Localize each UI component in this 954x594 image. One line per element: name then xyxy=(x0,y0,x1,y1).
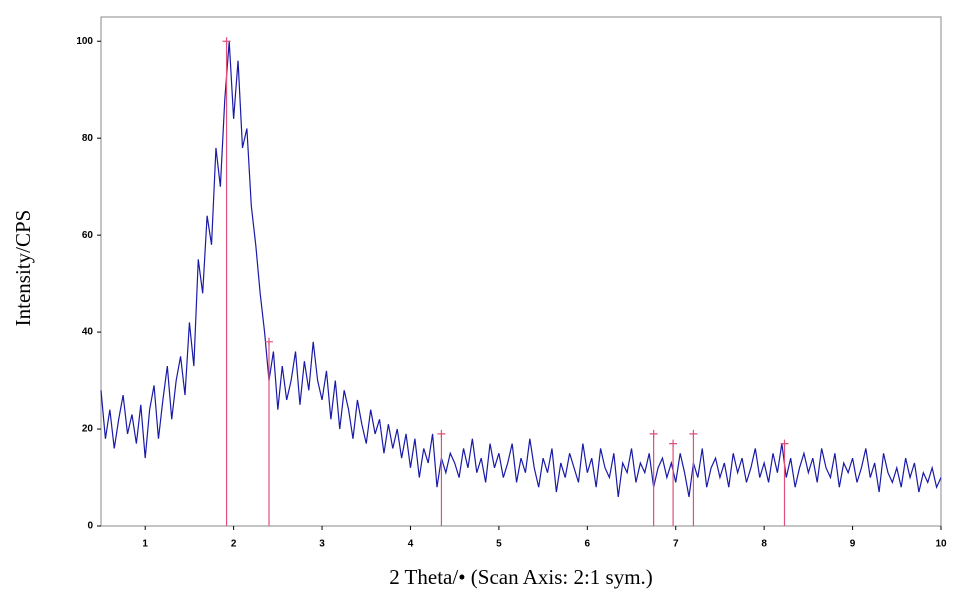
y-tick-label: 100 xyxy=(76,36,93,47)
x-tick-label: 10 xyxy=(935,539,947,550)
x-axis-label: 2 Theta/• (Scan Axis: 2:1 sym.) xyxy=(389,565,653,589)
data-line xyxy=(100,41,942,498)
y-tick-label: 60 xyxy=(82,230,94,241)
x-tick-label: 8 xyxy=(761,539,767,550)
x-tick-label: 3 xyxy=(319,539,325,550)
x-tick-label: 6 xyxy=(585,539,591,550)
y-axis-label: Intensity/CPS xyxy=(11,210,35,327)
x-tick-label: 9 xyxy=(850,539,856,550)
peak-marker xyxy=(649,429,658,438)
plot-frame xyxy=(100,16,942,527)
peak-marker xyxy=(222,37,231,46)
x-tick-label: 5 xyxy=(496,539,502,550)
x-tick-label: 4 xyxy=(408,539,414,550)
peak-marker xyxy=(780,439,789,448)
x-tick-label: 1 xyxy=(142,539,148,550)
y-tick-label: 40 xyxy=(82,327,94,338)
peak-marker xyxy=(689,429,698,438)
peak-marker xyxy=(437,429,446,438)
peak-marker xyxy=(265,337,273,346)
y-tick-label: 80 xyxy=(82,133,94,144)
x-tick-label: 7 xyxy=(673,539,679,550)
y-tick-label: 0 xyxy=(87,521,93,532)
peak-marker xyxy=(669,439,678,448)
x-tick-label: 2 xyxy=(231,539,237,550)
y-tick-label: 20 xyxy=(82,424,94,435)
